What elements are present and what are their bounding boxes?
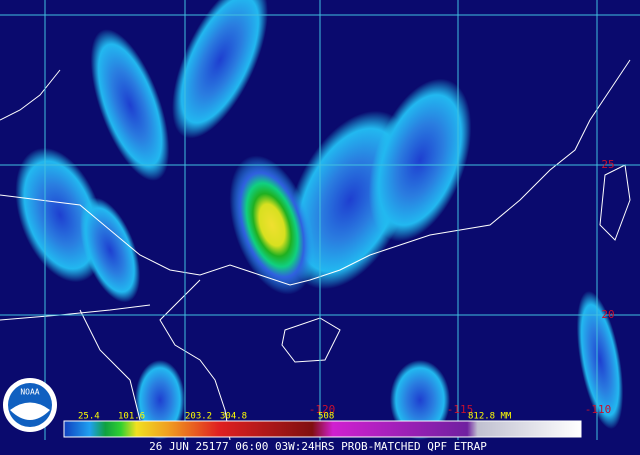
colorbar-mm-label: 812.8 MM [468,412,512,422]
island [599,164,631,241]
colorbar-mm-label: 101.6 [118,412,145,422]
border [79,309,141,421]
border [0,304,151,321]
rain-band [79,197,141,303]
lat-label: 20 [601,308,614,321]
lon-label: -120 [309,403,336,416]
color-bar [63,420,582,438]
logo-wave [10,402,50,420]
noaa-logo: NOAA [3,378,57,432]
footer-bar [0,440,640,455]
lon-label: -110 [585,403,612,416]
lon-label: -115 [447,403,474,416]
coastline [0,59,631,286]
coastlines [0,59,631,441]
logo-text: NOAA [20,388,39,397]
rain-band [135,360,185,440]
rain-band [15,147,105,283]
colorbar-mm-label: 203.2 [185,412,212,422]
rain-band [90,29,170,181]
footer-text: 26 JUN 25177 06:00 03W:24HRS PROB-MATCHE… [149,440,487,453]
coastline [159,279,231,441]
precipitation [15,0,624,440]
colorbar-mm-label: 508 [318,412,334,422]
border [0,69,61,121]
rain-band [368,78,472,242]
rain-core [229,155,315,295]
rain-band [390,360,450,440]
rain-band [576,290,624,430]
rain-band [172,0,268,139]
lat-label: 25 [601,158,614,171]
colorbar-mm-label: 304.8 [220,412,247,422]
colorbar-mm-label: 25.4 [78,412,100,422]
